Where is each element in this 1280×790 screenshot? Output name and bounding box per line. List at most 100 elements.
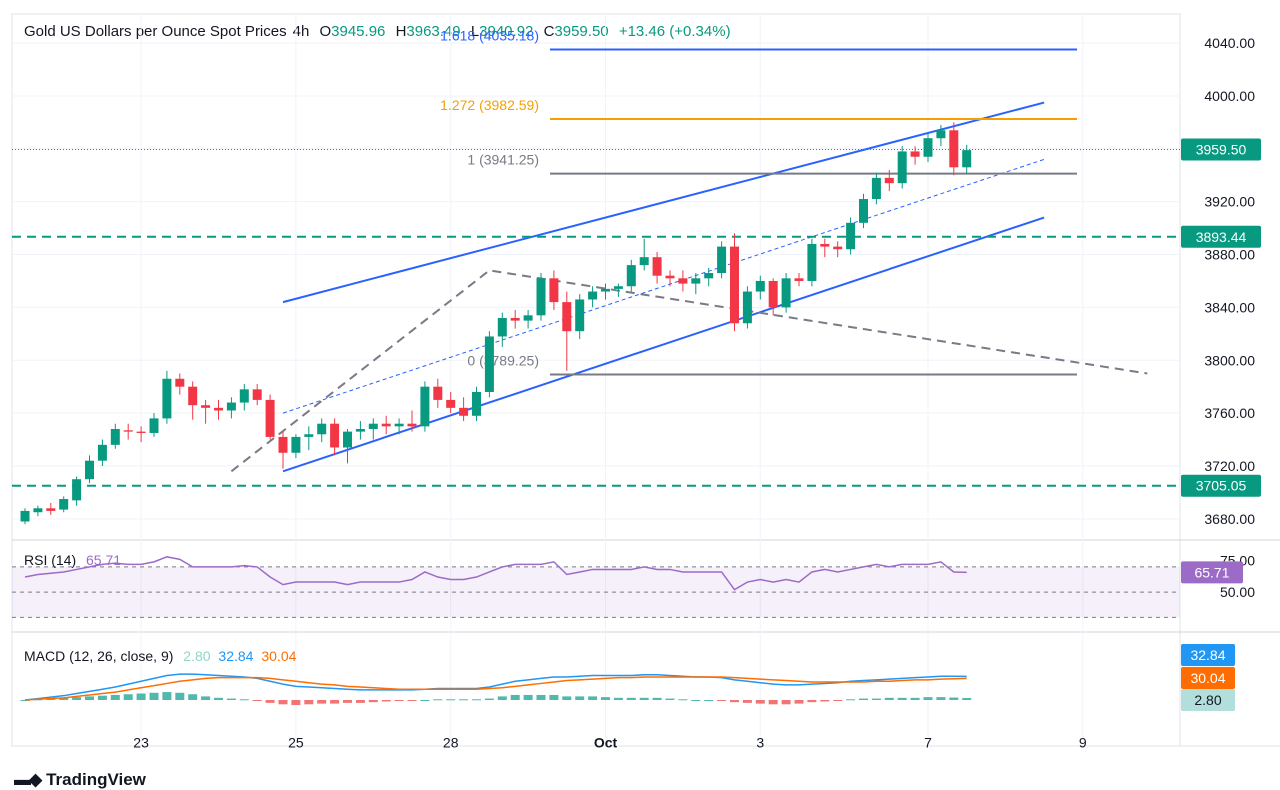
macd-histogram-bar [149,692,159,700]
candle-body [368,423,378,429]
candle-body [794,278,804,281]
candle-body [626,265,636,287]
macd-histogram-bar [691,700,701,701]
macd-histogram-bar [72,697,82,700]
macd-histogram-bar [859,698,868,700]
x-tick-label: Oct [594,734,618,750]
candle-body [252,389,262,400]
candle-body [755,280,765,292]
candle-body [459,407,469,416]
macd-histogram-bar [562,696,572,700]
signal-value-tag-label: 30.04 [1190,670,1225,686]
candle-body [343,431,352,448]
macd-histogram-bar [962,697,972,700]
tradingview-logo[interactable]: ▬◆ TradingView [14,770,146,790]
macd-histogram-bar [871,698,881,700]
candle-body [768,280,778,308]
candle-body [265,399,275,437]
candle-body [20,510,30,522]
candle-body [910,151,920,157]
candle-body [175,378,185,387]
candle-body [291,436,301,453]
macd-histogram-bar [472,699,481,701]
y-tick-label: 3920.00 [1204,194,1255,210]
rsi-value-tag [1181,561,1243,584]
candle-body [833,246,843,250]
macd-histogram-bar [742,700,752,703]
signal-value-tag [1181,667,1235,689]
candle-body [807,243,817,281]
y-tick-label: 3880.00 [1204,247,1255,263]
candle-body [278,436,288,453]
macd-histogram-bar [497,696,507,700]
macd-histogram-bar [85,696,94,700]
macd-histogram-bar [639,697,649,700]
candle-body [846,222,856,250]
candle-body [446,399,456,408]
macd-histogram-bar [730,700,739,703]
macd-histogram-bar [820,700,830,702]
macd-histogram-bar [665,698,675,700]
macd-histogram-bar [226,698,236,700]
macd-histogram-bar [755,700,765,704]
macd-histogram-bar [110,694,120,700]
candle-body [136,431,146,433]
candle-body [704,273,714,279]
close-label: C [543,23,555,40]
level-price-tag [1181,474,1261,497]
close-value: 3959.50 [554,23,609,40]
brand-name: TradingView [46,770,146,789]
candle-body [678,278,688,284]
macd-histogram-bar [355,700,365,703]
macd-histogram-bar [368,700,378,703]
macd-hist-value: 2.80 [183,648,211,664]
interval-label: 4h [292,23,310,40]
x-tick-label: 3 [756,734,764,750]
macd-histogram-bar [343,700,352,703]
macd-histogram-bar [588,696,598,700]
candle-body [317,423,327,435]
candle-body [472,391,481,416]
candle-body [949,130,959,168]
macd-histogram-bar [652,697,662,700]
macd-histogram-bar [523,694,533,700]
low-label: L [470,23,480,40]
y-tick-label: 4000.00 [1204,88,1255,104]
candle-body [510,317,520,321]
fib-level-label: 1.272 (3982.59) [440,97,539,113]
candle-body [149,418,159,433]
macd-value-tag [1181,644,1235,666]
macd-histogram-bar [214,697,223,700]
candle-body [781,278,791,308]
macd-histogram-bar [97,695,107,700]
y-tick-label: 4040.00 [1204,35,1255,51]
macd-histogram-bar [201,696,211,700]
hist-value-tag [1181,689,1235,711]
macd-histogram-bar [626,697,636,700]
candle-body [394,423,404,427]
candle-body [497,317,507,337]
candle-body [420,386,430,427]
macd-histogram-bar [846,699,856,701]
candle-body [549,278,559,303]
candle-body [110,428,120,445]
macd-histogram-bar [59,697,69,700]
candle-body [884,177,894,184]
y-tick-label: 3720.00 [1204,458,1255,474]
macd-histogram-bar [381,700,391,702]
level-price-label: 3705.05 [1196,478,1247,494]
macd-histogram-bar [794,700,804,704]
macd-histogram-bar [484,698,494,700]
candle-body [742,291,752,324]
high-label: H [395,23,407,40]
signal-value: 30.04 [261,648,297,664]
macd-histogram-bar [949,697,959,700]
candle-body [665,275,675,279]
macd-histogram-bar [897,697,907,700]
candle-body [923,138,933,157]
rsi-value-tag-label: 65.71 [1194,564,1229,580]
candle-body [601,288,610,292]
macd-histogram-bar [188,694,198,700]
change-value: +13.46 (+0.34%) [618,23,731,40]
